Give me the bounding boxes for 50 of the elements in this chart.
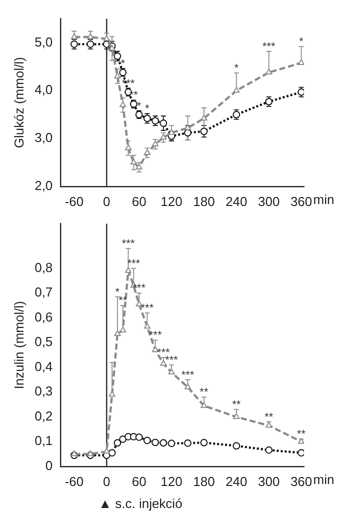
x-tick-label: 0 bbox=[103, 194, 110, 209]
y-tick-label: 3,0 bbox=[34, 130, 53, 146]
y-tick-label: 0,5 bbox=[34, 334, 53, 350]
y-tick-label: 0,8 bbox=[34, 260, 53, 275]
annotation: * bbox=[145, 103, 150, 116]
y-tick-label: 0,3 bbox=[34, 384, 53, 399]
x-tick-label: 180 bbox=[193, 194, 215, 209]
annotation: *** bbox=[165, 354, 179, 366]
y-tick-label: 5,0 bbox=[34, 34, 53, 50]
annotation: ** bbox=[118, 295, 128, 308]
x-tick-label: 360 bbox=[290, 194, 312, 209]
y-tick-label: 0,2 bbox=[34, 408, 53, 424]
y-tick-label: 2,0 bbox=[34, 178, 53, 193]
x-tick-label: 120 bbox=[160, 194, 182, 209]
annotation: * bbox=[120, 58, 126, 70]
y-tick-label: 0,4 bbox=[34, 358, 53, 374]
x-tick-label: 60 bbox=[132, 474, 146, 489]
x-tick-label: 0 bbox=[103, 474, 110, 489]
x-tick-label: 120 bbox=[160, 474, 182, 489]
annotation: * bbox=[136, 100, 142, 112]
annotation: * bbox=[234, 62, 240, 74]
annotation: ** bbox=[297, 428, 306, 441]
x-tick-label: 240 bbox=[226, 474, 248, 489]
y-axis-title: Inzulin (mmol/l) bbox=[11, 301, 26, 390]
x-tick-label: 300 bbox=[258, 474, 280, 489]
x-tick-label: -60 bbox=[64, 474, 84, 489]
annotation: *** bbox=[140, 302, 154, 314]
y-tick-label: 0,7 bbox=[34, 284, 53, 300]
x-tick-label: -60 bbox=[64, 194, 84, 209]
y-tick-label: 0 bbox=[45, 458, 53, 473]
x-tick-label: 240 bbox=[226, 194, 248, 209]
annotation: ** bbox=[232, 398, 242, 411]
x-tick-label: 180 bbox=[193, 474, 215, 489]
x-tick-label: 60 bbox=[132, 194, 146, 209]
y-tick-label: 0,6 bbox=[34, 309, 53, 324]
y-tick-label: 4,0 bbox=[34, 82, 53, 98]
annotation: ** bbox=[200, 386, 209, 399]
annotation: ** bbox=[264, 411, 274, 424]
text: ▲ s.c. injekció bbox=[98, 496, 182, 512]
annotation: * bbox=[299, 36, 304, 48]
x-axis-title: min bbox=[313, 472, 334, 487]
x-tick-label: 360 bbox=[290, 474, 312, 489]
annotation: *** bbox=[122, 238, 136, 250]
annotation: *** bbox=[181, 369, 195, 382]
x-tick-label: 300 bbox=[258, 194, 280, 209]
y-tick-label: 0,1 bbox=[34, 433, 53, 448]
annotation: *** bbox=[262, 40, 276, 53]
annotation: * bbox=[115, 286, 120, 298]
y-axis-title: Glukóz (mmol/l) bbox=[11, 57, 26, 148]
x-axis-title: min bbox=[313, 192, 334, 207]
